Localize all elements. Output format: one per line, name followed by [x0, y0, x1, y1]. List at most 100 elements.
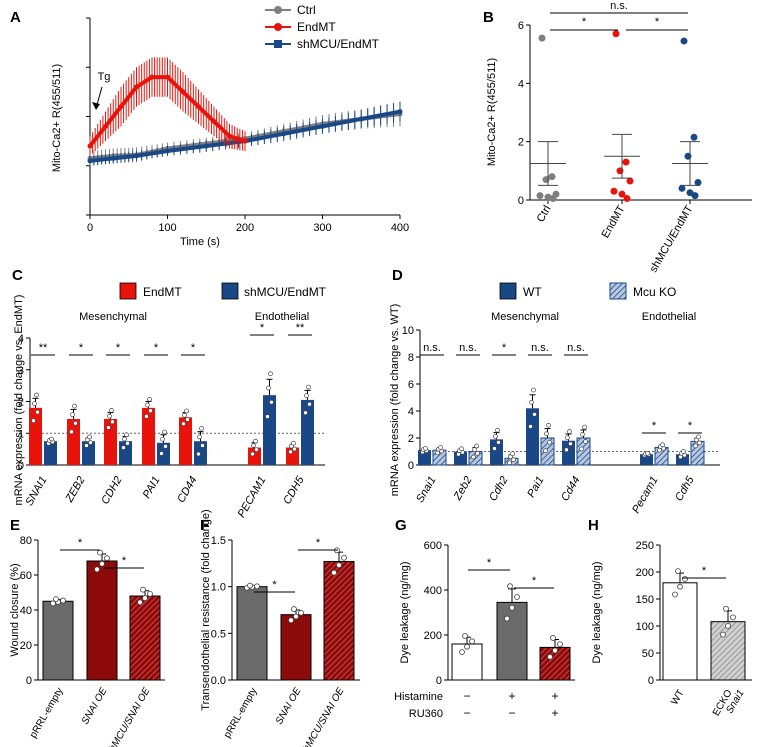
h-data-point — [677, 583, 683, 590]
c-bar-EndMT — [142, 407, 155, 465]
d-data-point — [693, 443, 698, 449]
d-data-point — [697, 440, 702, 446]
e-data-point — [60, 597, 66, 604]
d-data-point — [543, 448, 548, 454]
h-data-point — [682, 576, 688, 582]
d-sig-label: n.s. — [567, 342, 585, 354]
h-bar — [662, 582, 698, 681]
c-x-tick-label: CDH5 — [281, 474, 307, 507]
d-sig-label: n.s. — [423, 342, 441, 354]
d-data-point — [492, 446, 497, 451]
d-data-point — [582, 424, 587, 430]
a-data-point — [118, 104, 124, 110]
g-data-point — [462, 633, 468, 639]
e-x-tick-label: pRRL-empty — [28, 686, 66, 740]
c-data-point — [304, 393, 309, 398]
g-sig-label: * — [532, 575, 537, 587]
c-legend-label: shMCU/EndMT — [244, 285, 327, 299]
g-data-point — [469, 638, 475, 645]
b-x-tick-label: EndMT — [599, 203, 627, 240]
c-data-point — [72, 403, 77, 409]
c-data-point — [70, 412, 75, 418]
f-y-tick-label: 1.5 — [211, 535, 226, 547]
c-x-tick-label: PECAM1 — [236, 475, 269, 520]
c-data-point — [109, 408, 114, 413]
c-data-point — [35, 409, 40, 415]
h-y-tick-label: 0 — [648, 675, 654, 687]
h-y-label: Dye leakage (ng/mg) — [591, 561, 603, 663]
e-x-tick-label: shMCU/SNAI OE — [105, 686, 153, 747]
d-data-point — [564, 447, 569, 453]
e-data-point — [97, 549, 103, 556]
e-y-tick-label: 20 — [20, 640, 32, 652]
c-data-point — [148, 408, 153, 414]
panel-label-d: D — [392, 267, 403, 284]
c-data-point — [251, 443, 256, 448]
b-data-point — [680, 37, 688, 45]
d-y-tick-label: 2 — [408, 433, 414, 445]
d-sig-label: * — [688, 420, 693, 432]
d-legend-label: WT — [523, 285, 542, 299]
g-row-sign: + — [551, 689, 558, 703]
d-sig-label: n.s. — [531, 342, 549, 354]
a-data-point — [397, 109, 403, 115]
c-sig-label: * — [191, 342, 196, 354]
c-x-tick-label: CDH2 — [99, 475, 124, 507]
c-data-point — [181, 421, 186, 427]
a-legend-marker — [274, 6, 282, 14]
b-sig-label: n.s. — [610, 0, 628, 12]
c-y-tick-label: 3 — [18, 365, 24, 377]
c-y-tick-label: 2 — [18, 397, 24, 409]
c-legend-swatch — [119, 282, 137, 300]
c-data-point — [269, 399, 274, 405]
c-data-point — [87, 434, 92, 440]
c-data-point — [160, 436, 165, 442]
f-data-point — [341, 554, 347, 561]
c-bar-EndMT — [104, 418, 117, 465]
e-y-label: Wound closure (%) — [9, 563, 21, 656]
g-row-sign: − — [463, 706, 470, 720]
a-data-point — [87, 158, 93, 164]
h-bar — [710, 621, 746, 681]
e-data-point — [53, 596, 59, 603]
a-series-line-shMCU/EndMT — [89, 109, 401, 163]
g-row-sign: + — [508, 689, 515, 703]
c-bar-EndMT — [29, 407, 42, 465]
a-data-point — [358, 116, 364, 122]
d-data-point — [495, 427, 500, 433]
d-data-point — [645, 450, 650, 456]
c-data-point — [184, 408, 189, 414]
d-bar-WT — [526, 408, 539, 465]
c-data-point — [31, 418, 36, 424]
e-data-point — [104, 555, 110, 562]
b-data-point — [690, 133, 698, 141]
b-data-point — [694, 179, 702, 186]
a-data-point — [203, 143, 209, 149]
a-x-tick-label: 400 — [391, 222, 409, 234]
d-data-point — [681, 449, 686, 454]
b-data-point — [549, 195, 557, 203]
b-x-tick-label: shMCU/EndMT — [648, 203, 696, 274]
c-data-point — [182, 412, 187, 418]
c-data-point — [107, 413, 112, 419]
c-legend-label: EndMT — [143, 285, 182, 299]
c-sig-label: ** — [296, 322, 305, 334]
b-data-point — [610, 187, 618, 195]
d-data-point — [471, 454, 476, 460]
c-x-tick-label: SNAI1 — [23, 475, 49, 509]
c-data-point — [292, 446, 297, 452]
a-data-point — [103, 123, 108, 129]
b-sig-label: * — [582, 16, 587, 28]
c-data-point — [288, 449, 293, 455]
d-data-point — [579, 446, 584, 452]
a-data-point — [242, 138, 248, 144]
e-y-tick-label: 60 — [20, 570, 32, 582]
d-data-point — [696, 434, 701, 440]
g-sig-label: * — [487, 557, 492, 569]
c-data-point — [144, 414, 149, 419]
d-data-point — [660, 442, 665, 448]
d-data-point — [510, 451, 515, 457]
h-y-tick-label: 100 — [636, 621, 654, 633]
e-data-point — [140, 586, 146, 593]
d-data-point — [475, 450, 480, 456]
